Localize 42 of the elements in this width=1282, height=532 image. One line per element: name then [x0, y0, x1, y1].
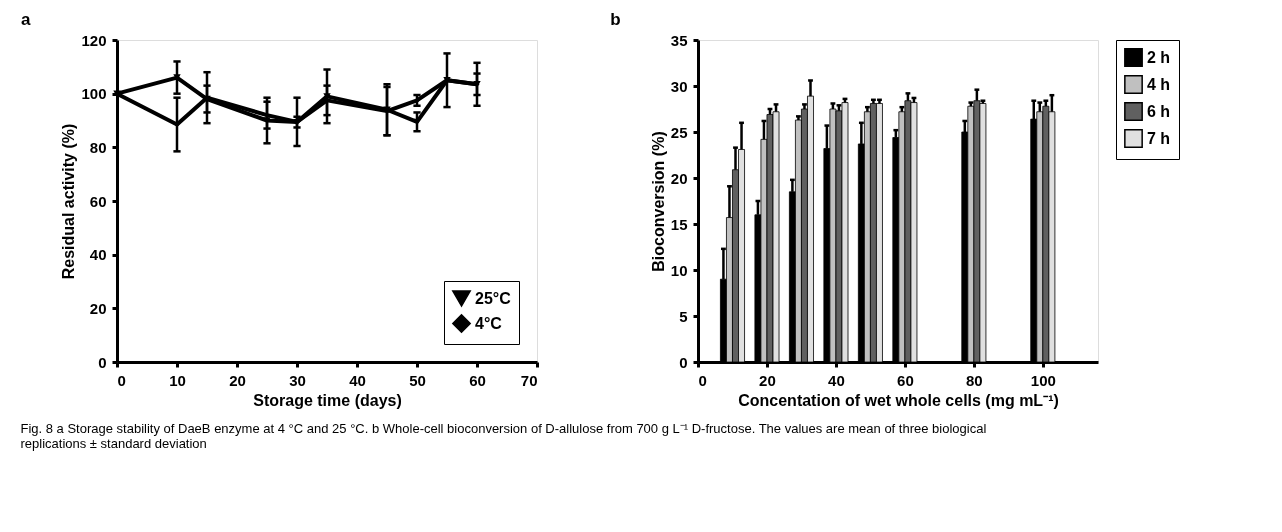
- legend-label: 7 h: [1147, 129, 1171, 147]
- y-tick-label: 120: [81, 31, 107, 49]
- x-tick-label: 100: [1030, 371, 1056, 389]
- x-tick-label: 40: [349, 371, 366, 389]
- x-tick-label: 10: [169, 371, 186, 389]
- x-tick-label: 60: [897, 371, 914, 389]
- x-axis-title: Concentation of wet whole cells (mg mL⁻¹): [738, 391, 1059, 409]
- legend-label: 6 h: [1147, 102, 1171, 120]
- legend-label: 4°C: [475, 314, 503, 332]
- y-tick-label: 15: [670, 215, 688, 233]
- y-tick-label: 40: [89, 246, 107, 264]
- y-tick-label: 20: [89, 299, 107, 317]
- caption: Fig. 8 a Storage stability of DaeB enzyme at 4 °C and 25 °C. b Whole-cell bioconversion of D-allulose from 700 g L⁻¹ D-fructose. The values are mean of three biological replications ± standard deviation: [20, 420, 987, 451]
- y-tick-label: 0: [98, 353, 107, 371]
- chart-title: b: [610, 10, 621, 29]
- y-tick-label: 5: [679, 307, 688, 325]
- y-axis-title: Residual activity (%): [60, 123, 78, 280]
- x-axis-title: Storage time (days): [253, 391, 402, 409]
- x-tick-label: 0: [117, 371, 126, 389]
- x-tick-label: 20: [759, 371, 776, 389]
- x-tick-label: 20: [229, 371, 246, 389]
- legend-label: 4 h: [1147, 75, 1171, 93]
- y-tick-label: 100: [81, 85, 107, 103]
- y-tick-label: 30: [670, 77, 688, 95]
- y-tick-label: 25: [670, 123, 688, 141]
- y-tick-label: 80: [89, 138, 107, 156]
- x-tick-label: 50: [409, 371, 426, 389]
- chart-title: a: [20, 10, 31, 29]
- x-tick-label: 60: [469, 371, 486, 389]
- y-tick-label: 20: [670, 169, 688, 187]
- x-tick-label: 30: [289, 371, 306, 389]
- y-tick-label: 10: [670, 261, 688, 279]
- legend-label: 2 h: [1147, 48, 1171, 66]
- legend-label: 25°C: [475, 289, 512, 307]
- x-tick-label: 40: [828, 371, 845, 389]
- x-tick-label: 70: [520, 371, 538, 389]
- y-tick-label: 0: [679, 353, 688, 371]
- y-tick-label: 35: [670, 31, 688, 49]
- x-tick-label: 80: [966, 371, 983, 389]
- x-tick-label: 0: [698, 371, 707, 389]
- y-tick-label: 60: [89, 192, 107, 210]
- y-axis-title: Bioconversion (%): [649, 131, 667, 272]
